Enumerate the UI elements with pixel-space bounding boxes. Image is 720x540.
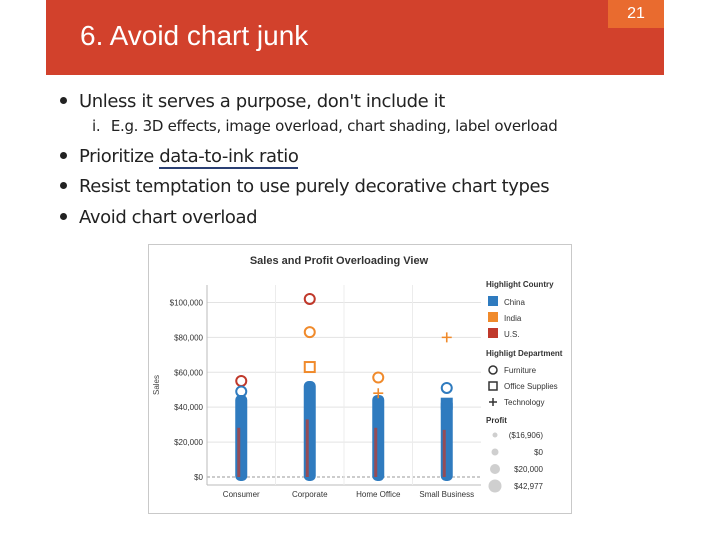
bullet-item: Avoid chart overload: [60, 207, 258, 228]
category-point-cluster: [237, 427, 241, 477]
outlier-point: [303, 292, 316, 305]
legend-country-label: China: [504, 298, 525, 307]
sub-bullet-item: i. E.g. 3D effects, image overload, char…: [92, 117, 558, 135]
legend-department-title: Highligt Department: [486, 349, 563, 358]
legend-profit-title: Profit: [486, 416, 507, 425]
category-point-cluster: [305, 419, 309, 477]
title-band: [46, 0, 664, 75]
bullet-text: Resist temptation to use purely decorati…: [79, 176, 550, 197]
overloaded-chart: Sales and Profit Overloading View Sales …: [152, 255, 563, 499]
bullet-text: Avoid chart overload: [79, 207, 258, 228]
outlier-point: [440, 381, 453, 394]
y-axis-label: Sales: [152, 375, 161, 395]
data-to-ink-ratio-link[interactable]: data-to-ink ratio: [159, 146, 299, 169]
bullet-dot-icon: [60, 151, 67, 159]
legend-country-swatch: [488, 296, 498, 306]
chart-title: Sales and Profit Overloading View: [250, 255, 429, 267]
category-point-cluster: [442, 429, 446, 477]
bullet-item: Resist temptation to use purely decorati…: [60, 176, 550, 197]
legend-profit-size-icon: [490, 464, 500, 474]
y-tick-label: $80,000: [174, 333, 203, 342]
bullet-text: Unless it serves a purpose, don't includ…: [79, 91, 445, 112]
bullet-item: Prioritize data-to-ink ratio: [60, 146, 299, 169]
chart-image-frame: Sales and Profit Overloading View Sales …: [148, 244, 572, 514]
outlier-point: [235, 385, 248, 398]
bullet-dot-icon: [60, 181, 67, 189]
chart-legend: Highlight Country Highligt Department Pr…: [486, 280, 563, 493]
outlier-point: [235, 375, 248, 387]
category-point-cluster: [303, 381, 316, 481]
plot-area: $0 $20,000 $40,000 $60,000 $80,000 $100,000 Co…: [170, 285, 481, 499]
bullet-item: Unless it serves a purpose, don't includ…: [60, 91, 445, 112]
y-tick-label: $40,000: [174, 403, 203, 412]
bullet-dot-icon: [60, 96, 67, 104]
legend-country-swatch: [488, 312, 498, 322]
legend-department-label: Furniture: [504, 366, 537, 375]
bullet-dot-icon: [60, 212, 67, 220]
category-point-cluster: [374, 427, 378, 477]
legend-profit-size-icon: [492, 432, 498, 438]
legend-department-label: Technology: [504, 398, 544, 407]
legend-country-title: Highlight Country: [486, 280, 554, 289]
bullet-text: Prioritize: [79, 146, 160, 167]
page-number-badge: 21: [608, 0, 664, 28]
outlier-point: [303, 326, 316, 339]
sub-bullet-text: E.g. 3D effects, image overload, chart s…: [110, 117, 558, 135]
legend-profit-label: $42,977: [514, 482, 543, 491]
legend-furniture-icon: [488, 365, 498, 375]
legend-country-label: U.S.: [504, 330, 520, 339]
y-tick-label: $20,000: [174, 438, 203, 447]
legend-office-supplies-icon: [488, 381, 498, 391]
x-tick-label: Consumer: [223, 490, 260, 499]
outlier-point: [373, 388, 384, 399]
legend-profit-size-icon: [491, 448, 499, 456]
slide-title: 6. Avoid chart junk: [80, 20, 309, 51]
category-point-cluster: [372, 394, 385, 481]
x-tick-label: Small Business: [419, 490, 474, 499]
outlier-point: [303, 361, 316, 374]
y-tick-label: $0: [194, 473, 203, 482]
x-tick-label: Corporate: [292, 490, 328, 499]
legend-department-label: Office Supplies: [504, 382, 558, 391]
x-tick-label: Home Office: [356, 490, 401, 499]
category-point-cluster: [440, 398, 453, 481]
y-tick-label: $60,000: [174, 368, 203, 377]
legend-profit-size-icon: [488, 479, 502, 493]
legend-country-label: India: [504, 314, 522, 323]
legend-country-swatch: [488, 328, 498, 338]
legend-profit-label: $20,000: [514, 465, 543, 474]
legend-technology-icon: [489, 398, 497, 406]
legend-profit-label: ($16,906): [509, 431, 544, 440]
y-tick-label: $100,000: [170, 298, 204, 307]
category-point-cluster: [235, 394, 248, 481]
outlier-point: [372, 371, 385, 384]
outlier-point: [441, 332, 452, 343]
legend-profit-label: $0: [534, 448, 543, 457]
outlier-point: [440, 397, 453, 410]
sub-bullet-marker: i.: [92, 117, 101, 135]
